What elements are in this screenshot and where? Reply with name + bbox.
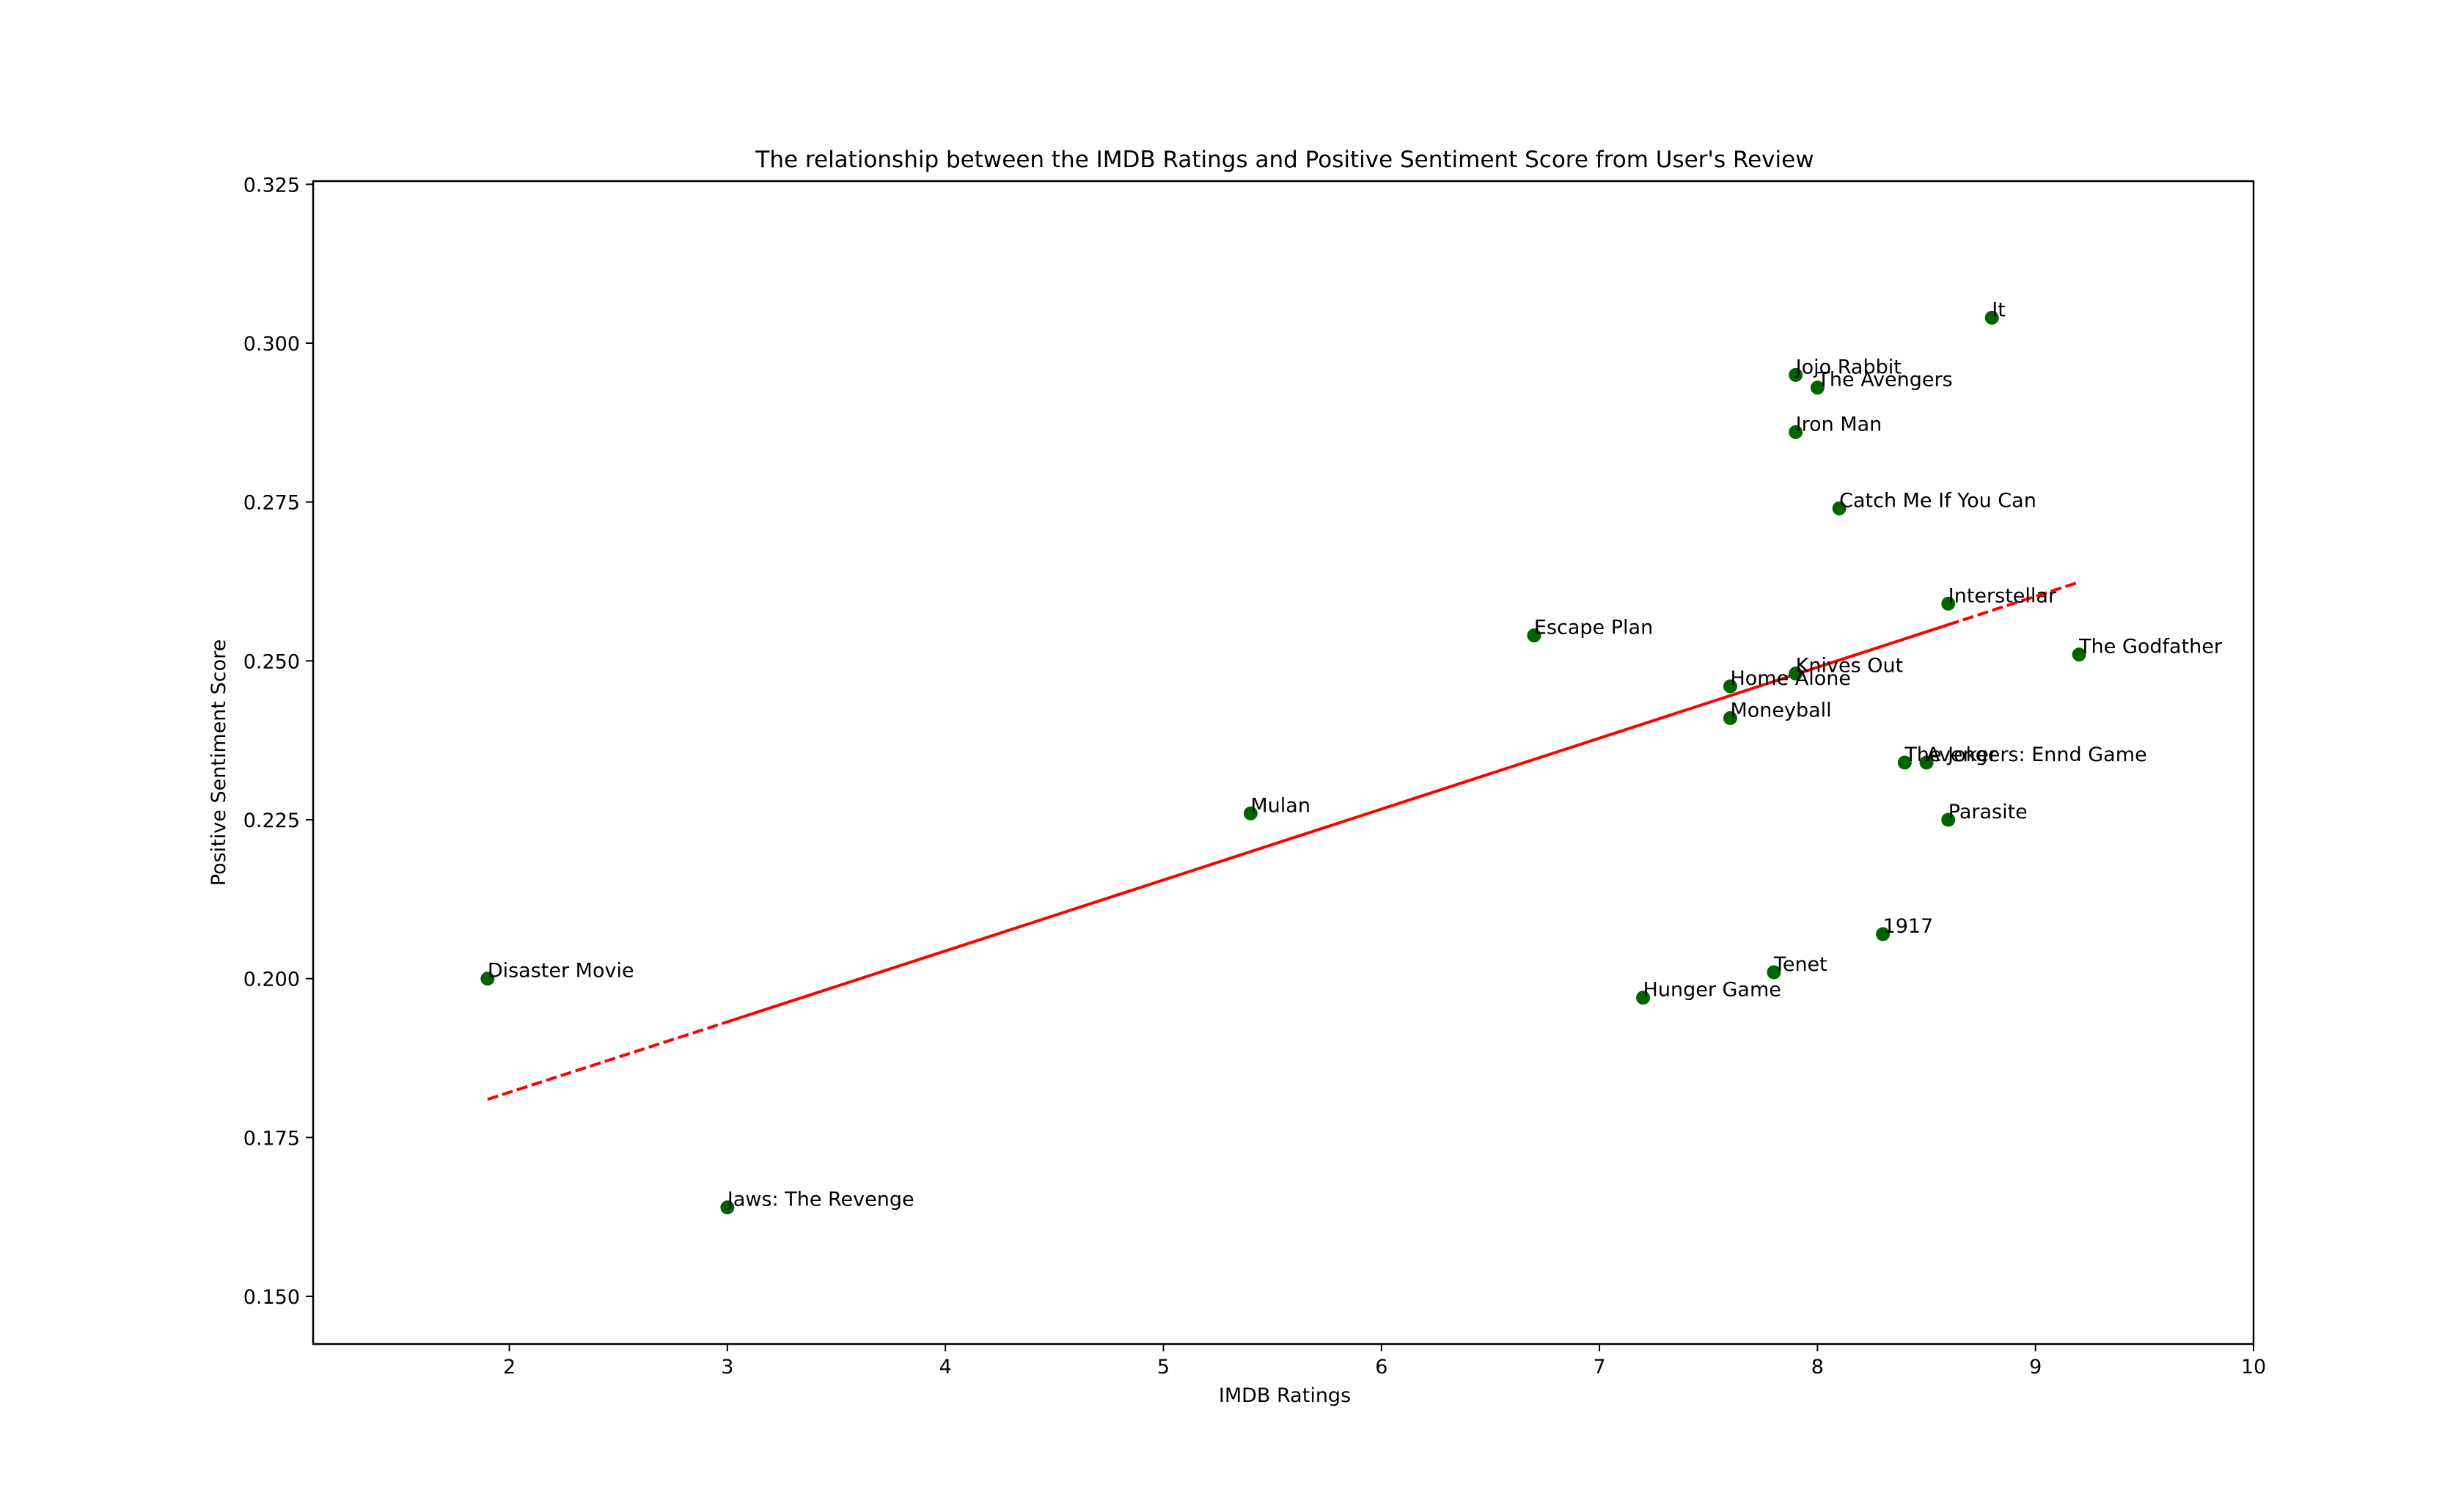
trend-line-solid (727, 623, 1949, 1024)
point-label: Moneyball (1730, 699, 1831, 722)
data-point (1897, 755, 1912, 770)
data-point (2072, 647, 2086, 662)
x-tick-label: 5 (1157, 1356, 1170, 1378)
y-tick-label: 0.325 (243, 174, 300, 197)
point-label: It (1992, 298, 2006, 321)
y-tick-label: 0.225 (243, 809, 300, 832)
x-tick-label: 8 (1811, 1356, 1824, 1378)
point-label: Parasite (1948, 801, 2028, 823)
data-point (1832, 501, 1847, 515)
data-point (1527, 628, 1541, 643)
y-tick-label: 0.275 (243, 492, 300, 515)
chart-title: The relationship between the IMDB Rating… (755, 147, 1814, 173)
data-point (1789, 667, 1803, 681)
data-point (1767, 965, 1781, 980)
point-label: Mulan (1250, 794, 1310, 817)
y-tick-label: 0.175 (243, 1127, 300, 1150)
data-point (480, 972, 495, 986)
data-point (1789, 425, 1803, 439)
plot-area-frame (312, 180, 2255, 1345)
trend-line-dashed-end (1948, 580, 2080, 626)
x-tick-label: 6 (1375, 1356, 1387, 1378)
point-label: The Godfather (2078, 636, 2223, 658)
point-label: Hunger Game (1643, 979, 1781, 1002)
y-tick-label: 0.200 (243, 969, 300, 991)
point-label: Escape Plan (1534, 617, 1653, 639)
data-point (720, 1200, 735, 1215)
data-point (1789, 367, 1803, 382)
x-tick-label: 9 (2029, 1356, 2042, 1378)
x-tick-label: 10 (2241, 1356, 2266, 1378)
data-point (1723, 679, 1737, 694)
point-label: Interstellar (1948, 584, 2057, 607)
point-label: Catch Me If You Can (1839, 489, 2036, 512)
x-tick-label: 3 (721, 1356, 733, 1378)
data-point (1984, 310, 1999, 325)
y-tick-label: 0.150 (243, 1286, 300, 1309)
trend-line-group (487, 580, 2080, 1101)
point-label: Tenet (1773, 953, 1827, 976)
x-tick-label: 2 (503, 1356, 516, 1378)
point-label: Jaws: The Revenge (726, 1189, 914, 1211)
y-tick-label: 0.300 (243, 333, 300, 356)
data-points-group (480, 310, 2086, 1215)
data-point (1941, 812, 1956, 827)
point-label: Jojo Rabbit (1794, 356, 1902, 378)
data-point (1919, 755, 1934, 770)
data-point (1723, 711, 1737, 725)
data-point (1636, 991, 1651, 1005)
point-label: Home Alone (1730, 667, 1851, 690)
point-label: 1917 (1883, 915, 1934, 938)
y-tick-label: 0.250 (243, 650, 300, 673)
data-point (1810, 381, 1825, 395)
point-label: Disaster Movie (488, 960, 634, 983)
point-label: The Joker (1904, 744, 1998, 766)
trend-line-dashed-start (487, 1020, 728, 1101)
point-label: Avengers: Ennd Game (1926, 744, 2147, 766)
data-point (1876, 927, 1891, 941)
axis-ticks-group: 2 3 4 5 6 7 8 9 10 0.150 0.175 0.200 0.225 0.250 0.275… (243, 174, 2266, 1378)
x-tick-label: 7 (1593, 1356, 1605, 1378)
y-axis-label: Positive Sentiment Score (208, 639, 230, 886)
data-point (1941, 596, 1956, 611)
point-label: Knives Out (1796, 655, 1904, 678)
x-tick-label: 4 (939, 1356, 952, 1378)
point-label: Iron Man (1796, 413, 1882, 436)
x-axis-label: IMDB Ratings (1219, 1384, 1351, 1407)
data-point (1243, 806, 1258, 820)
point-label: The Avengers (1816, 369, 1952, 392)
